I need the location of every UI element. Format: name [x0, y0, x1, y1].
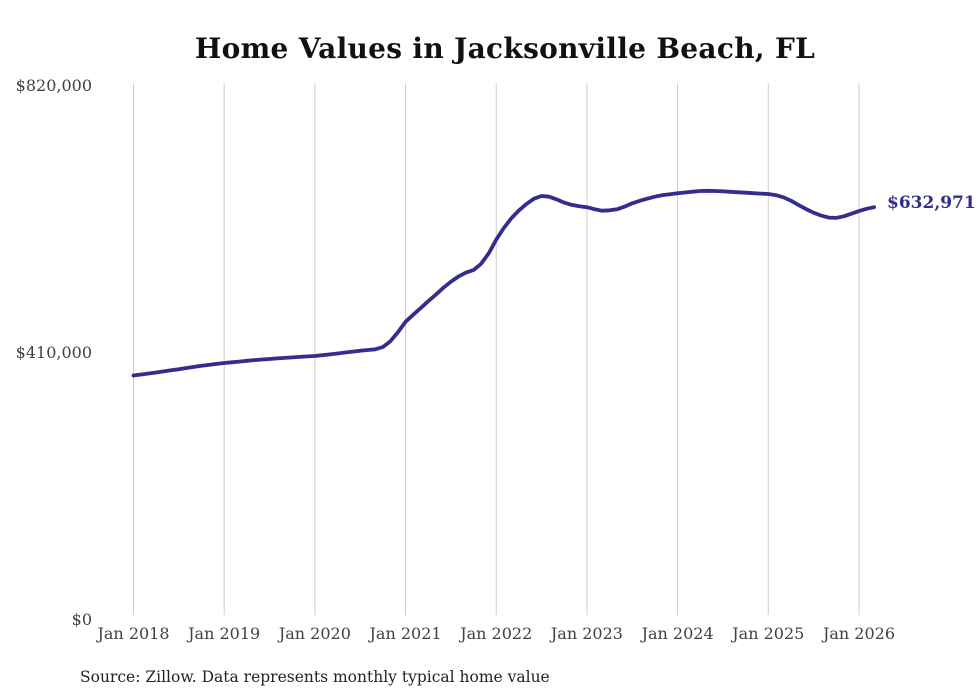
source-note: Source: Zillow. Data represents monthly … — [80, 668, 550, 686]
x-axis-tick-label: Jan 2018 — [97, 624, 170, 643]
x-axis-tick-label: Jan 2024 — [641, 624, 714, 643]
x-axis-tick-label: Jan 2023 — [550, 624, 623, 643]
x-axis-tick-label: Jan 2025 — [732, 624, 805, 643]
x-axis-tick-label: Jan 2019 — [188, 624, 261, 643]
x-axis-tick-label: Jan 2022 — [460, 624, 533, 643]
latest-value-label: $632,971 — [887, 193, 976, 213]
x-axis-tick-label: Jan 2021 — [369, 624, 442, 643]
x-axis-tick-label: Jan 2026 — [822, 624, 895, 643]
y-axis-tick-label: $820,000 — [15, 76, 92, 95]
chart-title: Home Values in Jacksonville Beach, FL — [194, 32, 816, 65]
home-value-line — [131, 188, 876, 378]
y-axis-tick-label: $0 — [71, 609, 92, 629]
y-axis-tick-label: $410,000 — [15, 342, 92, 362]
x-axis-tick-label: Jan 2020 — [278, 624, 351, 643]
